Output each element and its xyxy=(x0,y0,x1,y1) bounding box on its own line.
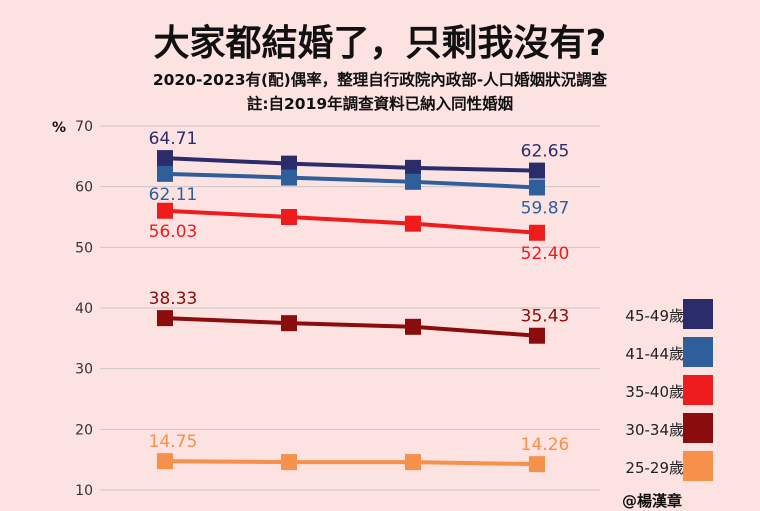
legend-label: 41-44歲 xyxy=(625,345,684,363)
chart-subtitle: 2020-2023有(配)偶率，整理自行政院內政部-人口婚姻狀況調查 xyxy=(152,71,608,89)
data-point xyxy=(529,456,545,473)
data-point xyxy=(157,165,173,182)
series-line xyxy=(164,171,538,190)
credit: @楊漢章 xyxy=(622,492,683,510)
chart-note: 註:自2019年調查資料已納入同性婚姻 xyxy=(246,95,514,113)
series-line xyxy=(164,316,538,338)
legend-swatch xyxy=(683,413,713,443)
y-tick-label: 30 xyxy=(75,362,93,378)
data-point xyxy=(529,162,545,179)
y-axis-label: % xyxy=(52,120,66,136)
legend-item: 45-49歲 xyxy=(600,299,760,329)
data-point xyxy=(405,454,421,471)
legend-label: 35-40歲 xyxy=(625,383,684,401)
data-label: 56.03 xyxy=(149,222,198,242)
data-point xyxy=(281,169,297,186)
y-tick-label: 60 xyxy=(75,180,93,196)
data-label: 59.87 xyxy=(521,198,570,218)
data-point xyxy=(281,209,297,225)
legend-swatch xyxy=(683,299,713,329)
data-point xyxy=(405,173,421,190)
y-tick-label: 50 xyxy=(75,240,93,256)
data-label: 38.33 xyxy=(149,289,198,309)
legend-label: 30-34歲 xyxy=(625,421,684,439)
data-label: 52.40 xyxy=(521,244,570,264)
data-point xyxy=(157,150,173,167)
data-label: 14.75 xyxy=(149,432,198,452)
legend-item: 30-34歲 xyxy=(600,413,760,443)
data-point xyxy=(405,215,421,232)
y-tick-label: 20 xyxy=(75,422,93,438)
data-point xyxy=(157,202,173,219)
legend-swatch xyxy=(683,375,713,405)
data-point xyxy=(529,327,545,344)
data-point xyxy=(281,454,297,471)
series-line xyxy=(164,208,538,235)
series-line xyxy=(164,459,538,467)
data-point xyxy=(157,453,173,470)
y-tick-label: 10 xyxy=(75,483,93,499)
legend-label: 45-49歲 xyxy=(625,307,684,325)
data-point xyxy=(405,159,421,176)
data-point xyxy=(157,310,173,327)
legend-swatch xyxy=(683,451,713,481)
data-point xyxy=(529,179,545,196)
y-tick-label: 40 xyxy=(75,301,93,317)
legend-label: 25-29歲 xyxy=(625,459,684,477)
legend-item: 41-44歲 xyxy=(600,337,760,367)
data-label: 64.71 xyxy=(149,129,198,149)
data-point xyxy=(529,224,545,241)
legend-item: 25-29歲 xyxy=(600,451,760,481)
y-tick-label: 70 xyxy=(75,119,93,135)
data-point xyxy=(405,318,421,335)
data-point xyxy=(281,155,297,172)
data-label: 62.11 xyxy=(149,185,198,205)
data-point xyxy=(281,315,297,332)
data-label: 62.65 xyxy=(521,142,570,162)
legend-swatch xyxy=(683,337,713,367)
data-label: 14.26 xyxy=(521,435,570,455)
chart-title: 大家都結婚了，只剩我沒有? xyxy=(153,23,607,64)
series-line xyxy=(164,156,538,173)
data-label: 35.43 xyxy=(521,307,570,327)
legend-item: 35-40歲 xyxy=(600,375,760,405)
